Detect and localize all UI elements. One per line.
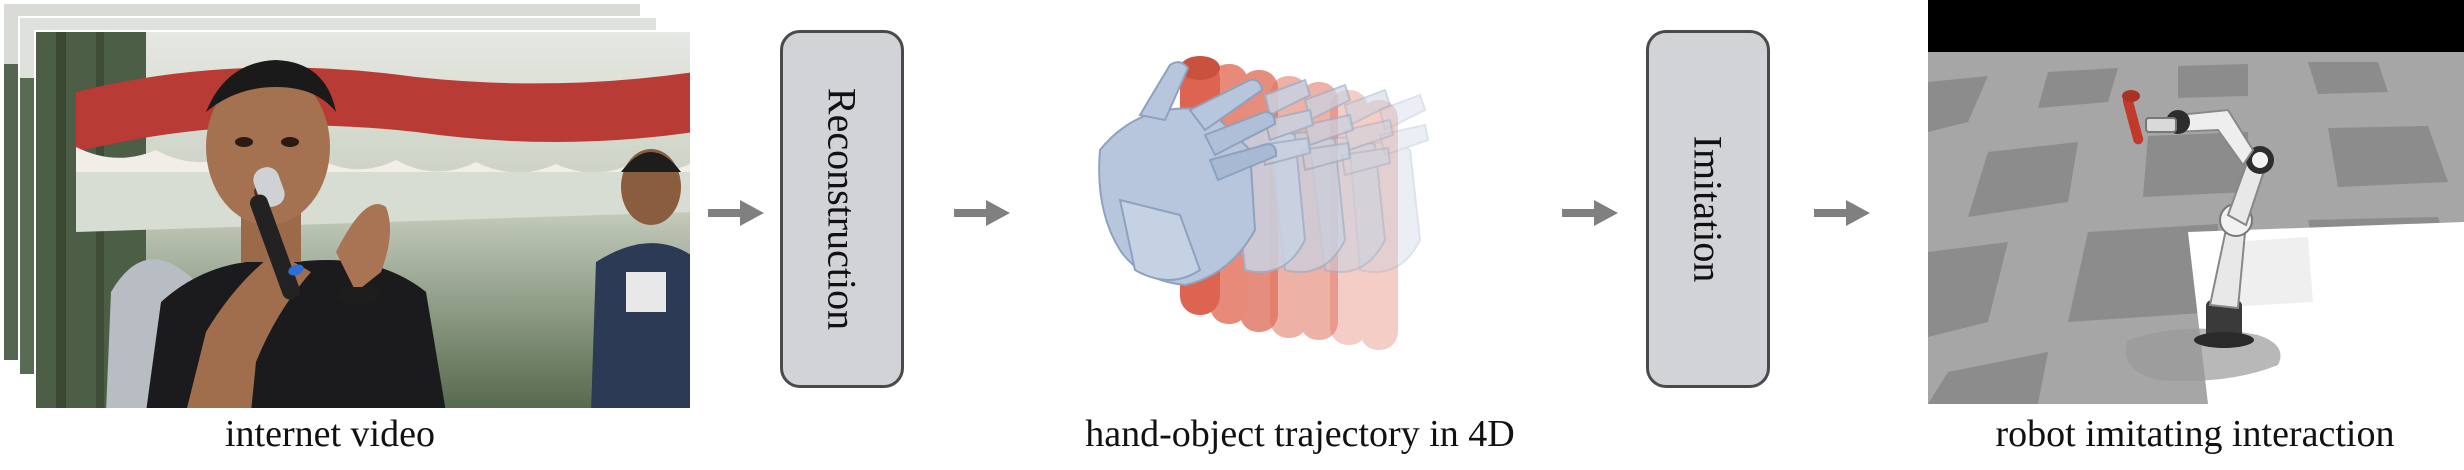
arrow-right-icon [708, 200, 764, 226]
arrow-right-icon [1562, 200, 1618, 226]
reconstruction-step-box: Reconstruction [780, 30, 904, 388]
reconstruction-step-label: Reconstruction [819, 87, 865, 331]
imitation-step-label: Imitation [1685, 135, 1731, 283]
imitation-step-box: Imitation [1646, 30, 1770, 388]
robot-simulation-view [1928, 0, 2464, 404]
internet-video-stack [0, 0, 700, 410]
hand-object-trajectory-figure [1098, 56, 1430, 350]
stage-caption-hand-object-trajectory: hand-object trajectory in 4D [1085, 413, 1515, 455]
arrow-right-icon [1814, 200, 1870, 226]
stage-caption-robot-imitating: robot imitating interaction [1995, 413, 2395, 455]
stage-caption-internet-video: internet video [225, 413, 435, 455]
video-frame-front [34, 30, 692, 410]
arrow-right-icon [954, 200, 1010, 226]
